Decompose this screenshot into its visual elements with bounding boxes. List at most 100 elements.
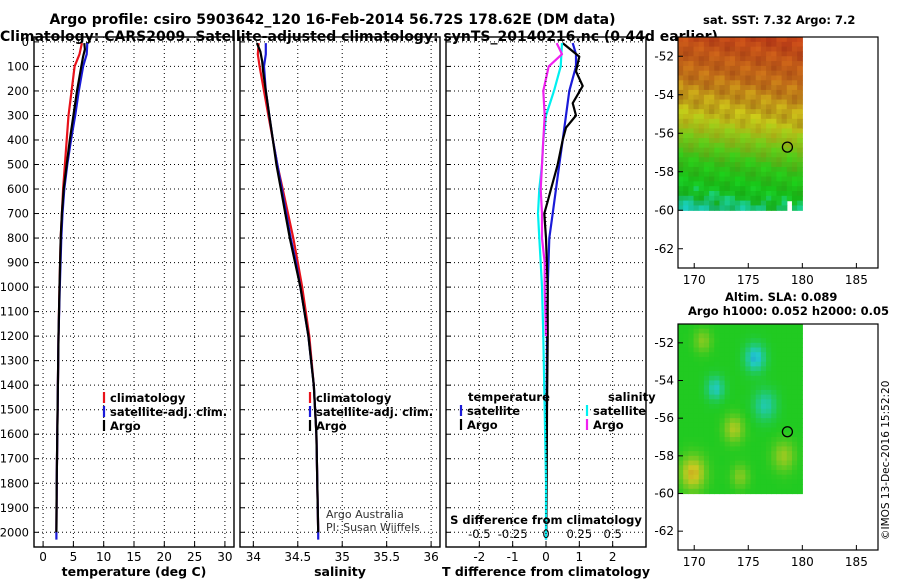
sst-map-cell	[745, 46, 752, 53]
sst-map-cell	[724, 94, 731, 101]
sst-map-cell	[740, 195, 746, 202]
sst-map-cell	[776, 114, 783, 120]
sla-map-cell	[750, 399, 757, 405]
sst-map-cell	[719, 114, 726, 120]
sla-map-cell	[766, 422, 772, 429]
sla-map-cell	[776, 338, 783, 344]
sst-map-cell	[797, 41, 803, 48]
sst-map-cell	[755, 142, 762, 149]
sla-map-cell	[703, 366, 710, 372]
sst-map-cell	[771, 166, 778, 173]
sla-map-y-tick-label: -62	[654, 524, 674, 538]
sst-map-cell	[771, 191, 778, 197]
sst-map-cell	[760, 171, 767, 178]
sla-map-cell	[734, 437, 741, 443]
sla-map-cell	[766, 404, 772, 410]
sst-map-cell	[729, 51, 736, 57]
sla-map-cell	[791, 484, 798, 490]
sla-map-cell	[709, 455, 715, 462]
sst-map-cell	[740, 65, 746, 72]
sla-map-cell	[693, 484, 700, 490]
sst-map-cell	[719, 138, 726, 144]
sst-map-cell	[698, 123, 705, 130]
sst-map-cell	[750, 89, 757, 96]
sst-map-cell	[740, 61, 746, 67]
sla-map-cell	[729, 347, 736, 353]
sst-map-cell	[714, 138, 721, 144]
sla-map-cell	[740, 380, 746, 386]
sst-map-cell	[750, 181, 757, 187]
sla-map-cell	[693, 408, 700, 415]
sla-map-cell	[740, 342, 746, 349]
sla-map-cell	[714, 324, 721, 330]
sla-map-cell	[683, 418, 689, 424]
sst-map-cell	[714, 65, 721, 72]
sla-map-cell	[771, 441, 778, 448]
sla-map-cell	[683, 404, 689, 410]
sla-map-cell	[771, 488, 778, 495]
sla-map-cell	[698, 328, 705, 335]
sla-map-cell	[688, 324, 695, 330]
sst-map-cell	[683, 133, 689, 139]
sla-map-cell	[791, 469, 798, 476]
sst-map-cell	[766, 205, 772, 211]
sla-map-cell	[683, 460, 689, 466]
sla-map-cell	[709, 342, 715, 349]
sla-map-cell	[729, 451, 736, 457]
y-tick-label: 200	[7, 84, 29, 98]
sst-map-cell	[786, 65, 793, 72]
sst-map-cell	[683, 75, 689, 81]
sst-map-cell	[714, 94, 721, 101]
sla-map-cell	[781, 404, 788, 410]
sst-map-cell	[776, 37, 783, 43]
sst-map-x-tick-label: 185	[845, 273, 868, 287]
sla-map-cell	[755, 324, 762, 330]
legend-label-1: climatology	[316, 391, 392, 405]
sst-map-cell	[709, 46, 715, 53]
sla-map-cell	[776, 328, 783, 335]
sla-map-cell	[719, 389, 726, 396]
sst-map-cell	[781, 80, 788, 86]
sst-map-cell	[755, 162, 762, 168]
sla-map-cell	[750, 437, 757, 443]
sla-map-cell	[760, 389, 767, 396]
sst-map-cell	[791, 37, 798, 43]
sst-map-cell	[797, 147, 803, 154]
sla-map-cell	[719, 479, 726, 485]
sla-map-cell	[786, 328, 793, 335]
sla-map-cell	[776, 479, 783, 485]
sla-map-cell	[740, 432, 746, 438]
sla-map-cell	[734, 342, 741, 349]
sst-map-cell	[766, 200, 772, 207]
sst-map-cell	[734, 41, 741, 48]
sst-map-cell	[693, 99, 700, 105]
sst-map-cell	[786, 191, 793, 197]
sst-map-cell	[791, 152, 798, 158]
sla-map-cell	[781, 446, 788, 452]
sla-map-cell	[745, 375, 752, 382]
sst-map-cell	[703, 181, 710, 187]
sla-map-cell	[776, 366, 783, 372]
sst-map-cell	[719, 171, 726, 178]
sla-map-cell	[797, 361, 803, 367]
sla-map-cell	[698, 333, 705, 339]
sst-map-cell	[709, 65, 715, 72]
sla-map-cell	[688, 451, 695, 457]
sla-map-cell	[729, 328, 736, 335]
sla-map-cell	[703, 441, 710, 448]
sla-map-cell	[729, 380, 736, 386]
sla-map-cell	[734, 488, 741, 495]
sla-map-cell	[719, 422, 726, 429]
sst-map-cell	[740, 75, 746, 81]
sla-map-cell	[766, 437, 772, 443]
sla-map-cell	[693, 347, 700, 353]
sst-map-cell	[688, 200, 695, 207]
sst-map-profile-marker	[781, 141, 794, 153]
sst-map-x-tick-label: 175	[737, 273, 760, 287]
sla-map-cell	[734, 474, 741, 480]
sla-map-cell	[724, 399, 731, 405]
sst-map-cell	[766, 142, 772, 149]
sst-map-cell	[781, 138, 788, 144]
sst-map-cell	[719, 99, 726, 105]
sst-map-cell	[734, 51, 741, 57]
